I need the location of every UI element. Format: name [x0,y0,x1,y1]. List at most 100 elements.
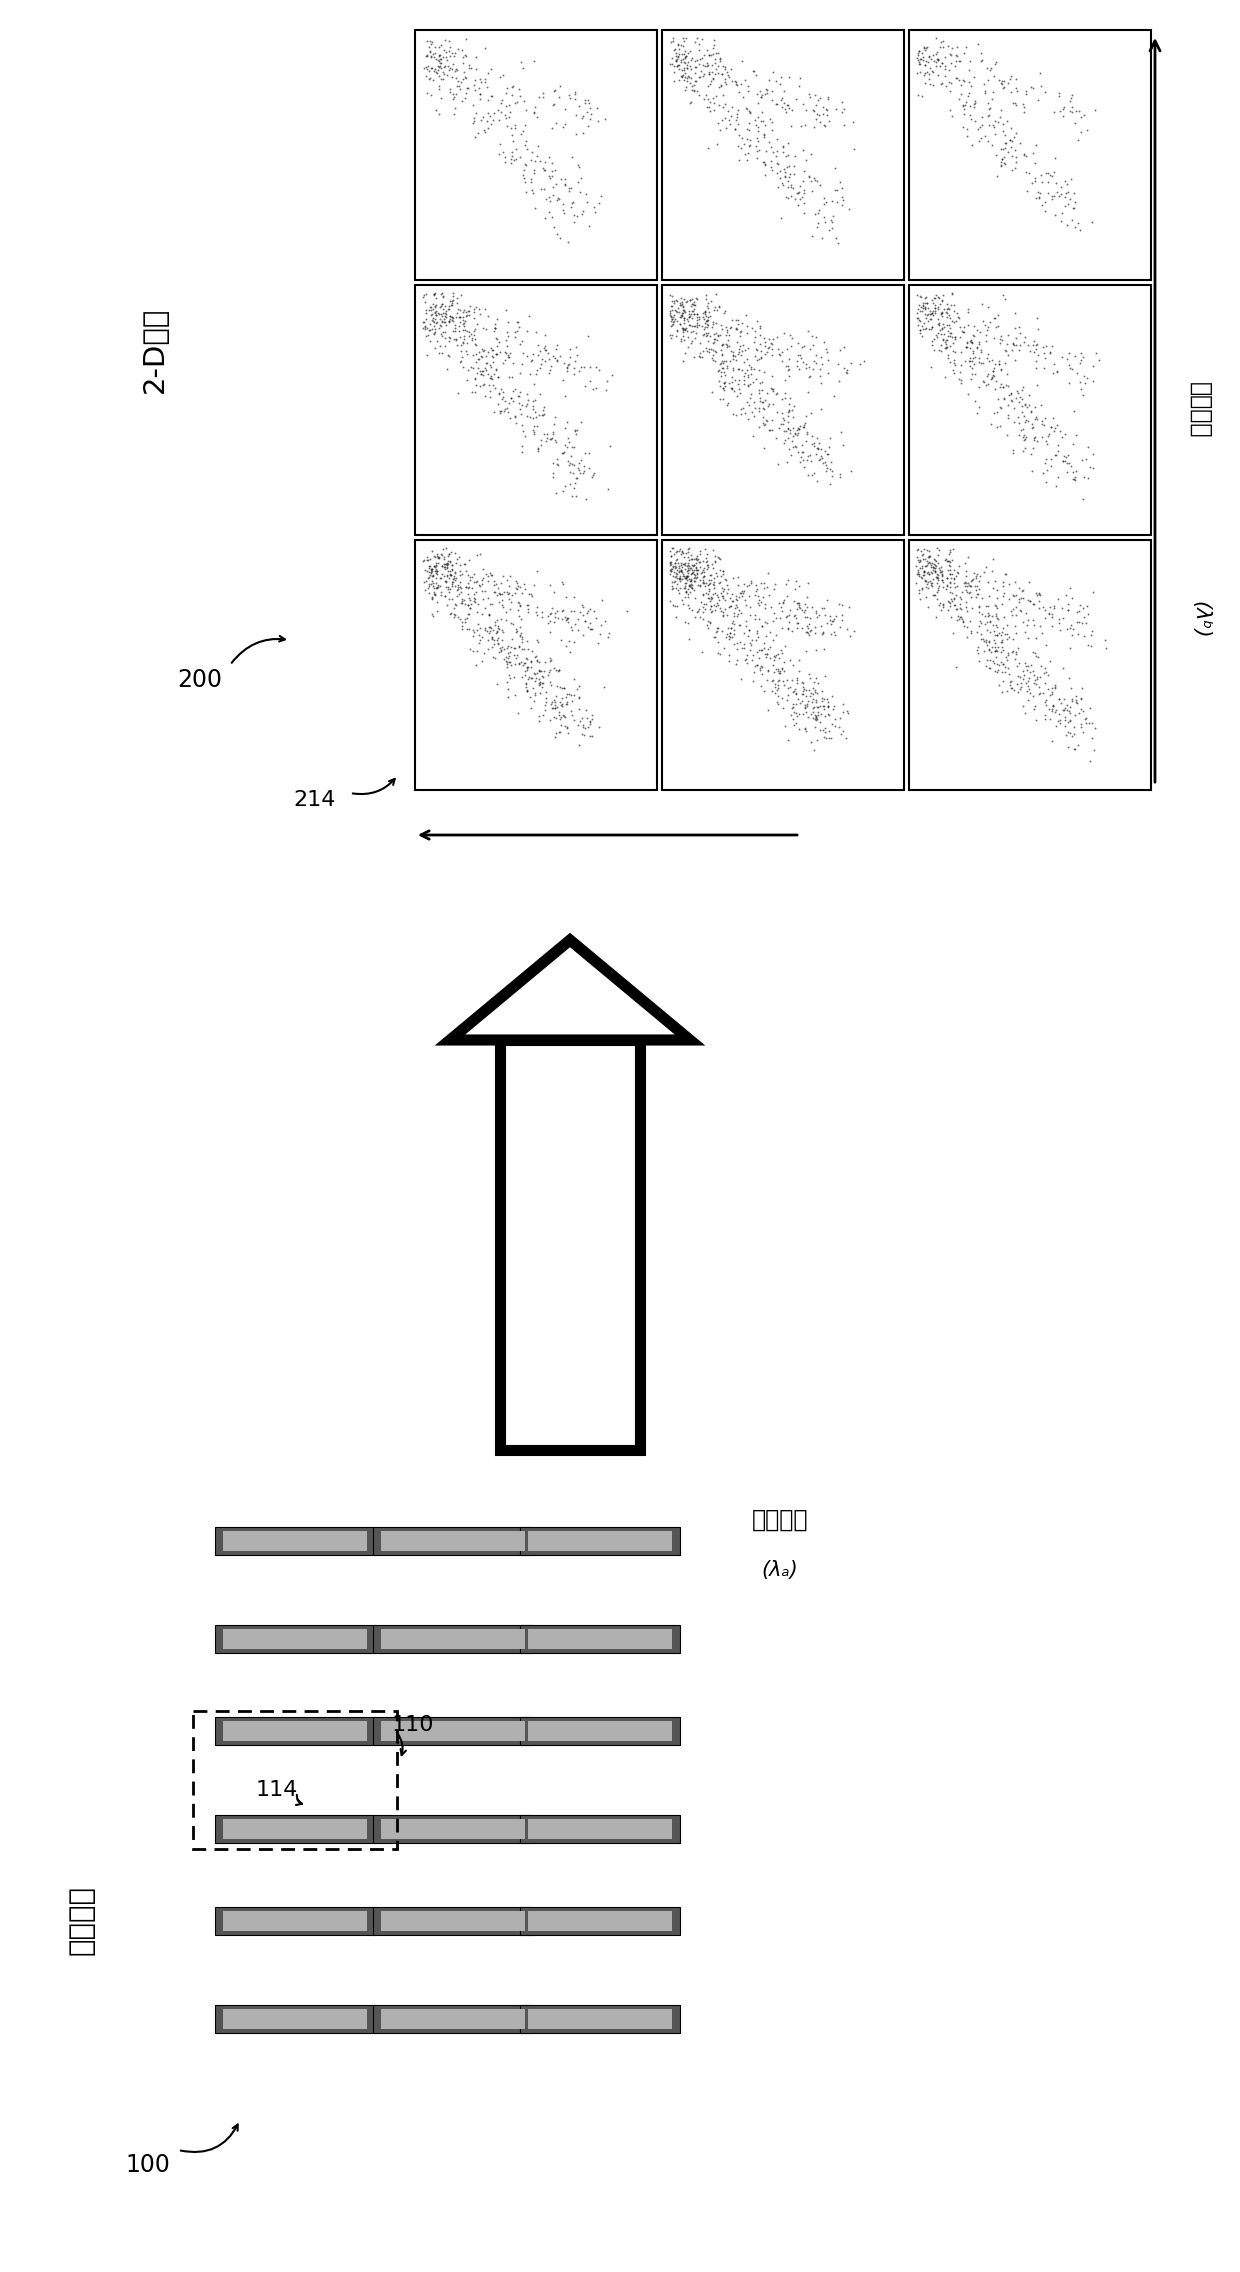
Point [434,61,454,98]
Point [518,650,538,686]
Point [746,566,766,602]
Point [744,325,764,361]
Point [808,193,828,229]
Point [941,66,961,102]
Point [681,59,701,95]
Point [660,532,680,568]
Bar [373,1815,533,1843]
Point [432,577,451,613]
Point [944,286,963,323]
Point [994,68,1014,105]
Point [517,673,537,709]
Point [671,552,691,588]
Point [707,613,727,650]
Point [487,620,507,657]
Point [749,352,769,389]
Point [417,295,436,332]
Point [430,289,450,325]
Point [1040,157,1060,193]
Point [921,302,941,339]
Point [661,538,681,575]
Point [960,343,980,379]
Point [459,298,479,334]
Point [677,50,697,86]
Point [440,595,460,632]
Point [661,543,681,579]
Point [492,586,512,623]
Point [799,673,818,709]
Point [936,559,956,595]
Point [686,550,706,586]
Point [436,293,456,329]
Point [806,632,826,668]
Point [496,638,516,675]
Text: 的水平光谱色版: 的水平光谱色版 [548,1145,572,1245]
Point [1085,93,1105,130]
Point [784,170,804,207]
Point [575,709,595,745]
Point [924,548,944,584]
Point [755,327,775,364]
Point [991,145,1011,182]
Point [556,579,575,616]
Point [808,195,828,232]
Point [460,316,480,352]
Point [1037,452,1056,488]
Point [954,607,973,643]
Point [924,541,944,577]
Point [1076,604,1096,641]
Point [1001,593,1021,629]
Point [529,666,549,702]
Point [780,157,800,193]
Point [986,632,1006,668]
Point [978,366,998,402]
Point [928,41,947,77]
Point [677,561,697,598]
Point [671,552,691,588]
Point [422,293,441,329]
Point [420,50,440,86]
Point [436,350,456,386]
Point [914,304,934,341]
Point [445,320,465,357]
Point [725,302,745,339]
Point [484,339,503,375]
Point [706,538,725,575]
Point [792,86,812,123]
Point [735,61,755,98]
Point [816,109,836,145]
Point [435,320,455,357]
Point [525,189,544,225]
Point [719,618,739,654]
Point [993,70,1013,107]
Point [805,609,825,645]
Bar [373,2004,533,2033]
Point [424,30,444,66]
Point [1040,334,1060,370]
Point [991,643,1011,679]
Point [694,304,714,341]
Point [817,436,837,473]
Point [1032,186,1052,223]
Point [965,357,985,393]
Bar [215,1815,374,1843]
Point [1043,595,1063,632]
Point [684,579,704,616]
Point [558,348,578,384]
Point [1055,709,1075,745]
Point [704,343,724,379]
Point [415,284,435,320]
Point [951,366,971,402]
Point [740,625,760,661]
Point [837,611,857,648]
Point [738,368,758,404]
Point [1023,652,1043,688]
Point [993,368,1013,404]
Point [914,554,934,591]
Point [500,582,520,618]
Point [538,657,558,693]
Bar [528,1911,672,1931]
Point [936,559,956,595]
Point [987,654,1007,691]
Point [924,550,944,586]
